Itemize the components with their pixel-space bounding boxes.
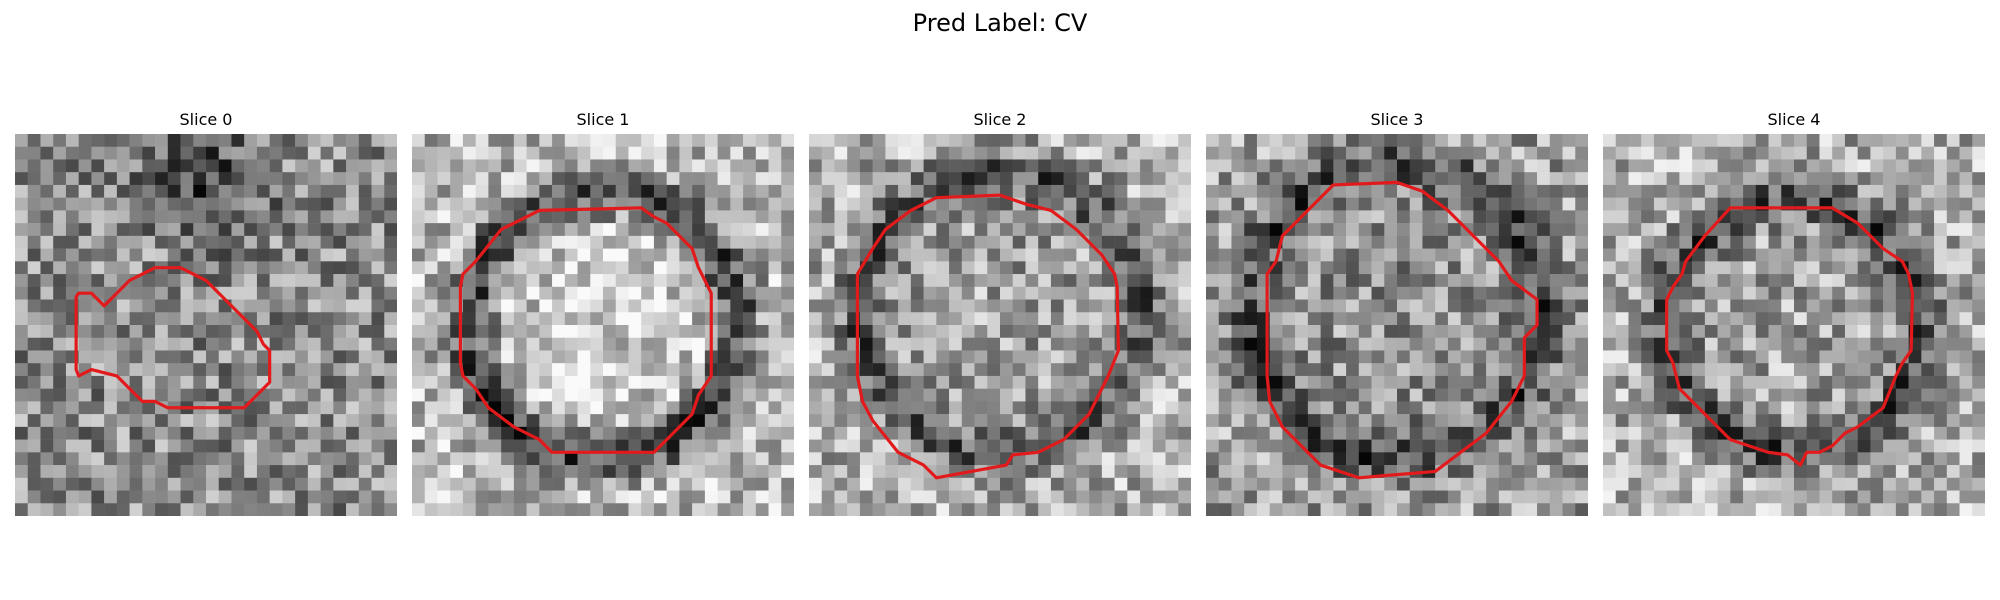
slice-panel-4: Slice 4 [1603, 110, 1985, 516]
segmentation-contour-0 [74, 266, 272, 410]
slice-panel-3: Slice 3 [1206, 110, 1588, 516]
slice-panel-2: Slice 2 [809, 110, 1191, 516]
slice-panel-0: Slice 0 [15, 110, 397, 516]
slice-title-0: Slice 0 [179, 110, 233, 129]
segmentation-contour-4 [1665, 206, 1915, 467]
slice-panel-1: Slice 1 [412, 110, 794, 516]
slice-title-4: Slice 4 [1767, 110, 1821, 129]
slice-title-1: Slice 1 [576, 110, 630, 129]
segmentation-contour-1 [458, 206, 713, 454]
slice-image-3 [1206, 134, 1588, 516]
slice-image-1 [412, 134, 794, 516]
slice-title-2: Slice 2 [973, 110, 1027, 129]
slice-title-3: Slice 3 [1370, 110, 1424, 129]
segmentation-contour-2 [855, 193, 1121, 480]
slice-image-2 [809, 134, 1191, 516]
segmentation-contour-3 [1265, 180, 1539, 480]
slice-image-4 [1603, 134, 1985, 516]
figure-title: Pred Label: CV [912, 9, 1088, 37]
slice-image-0 [15, 134, 397, 516]
